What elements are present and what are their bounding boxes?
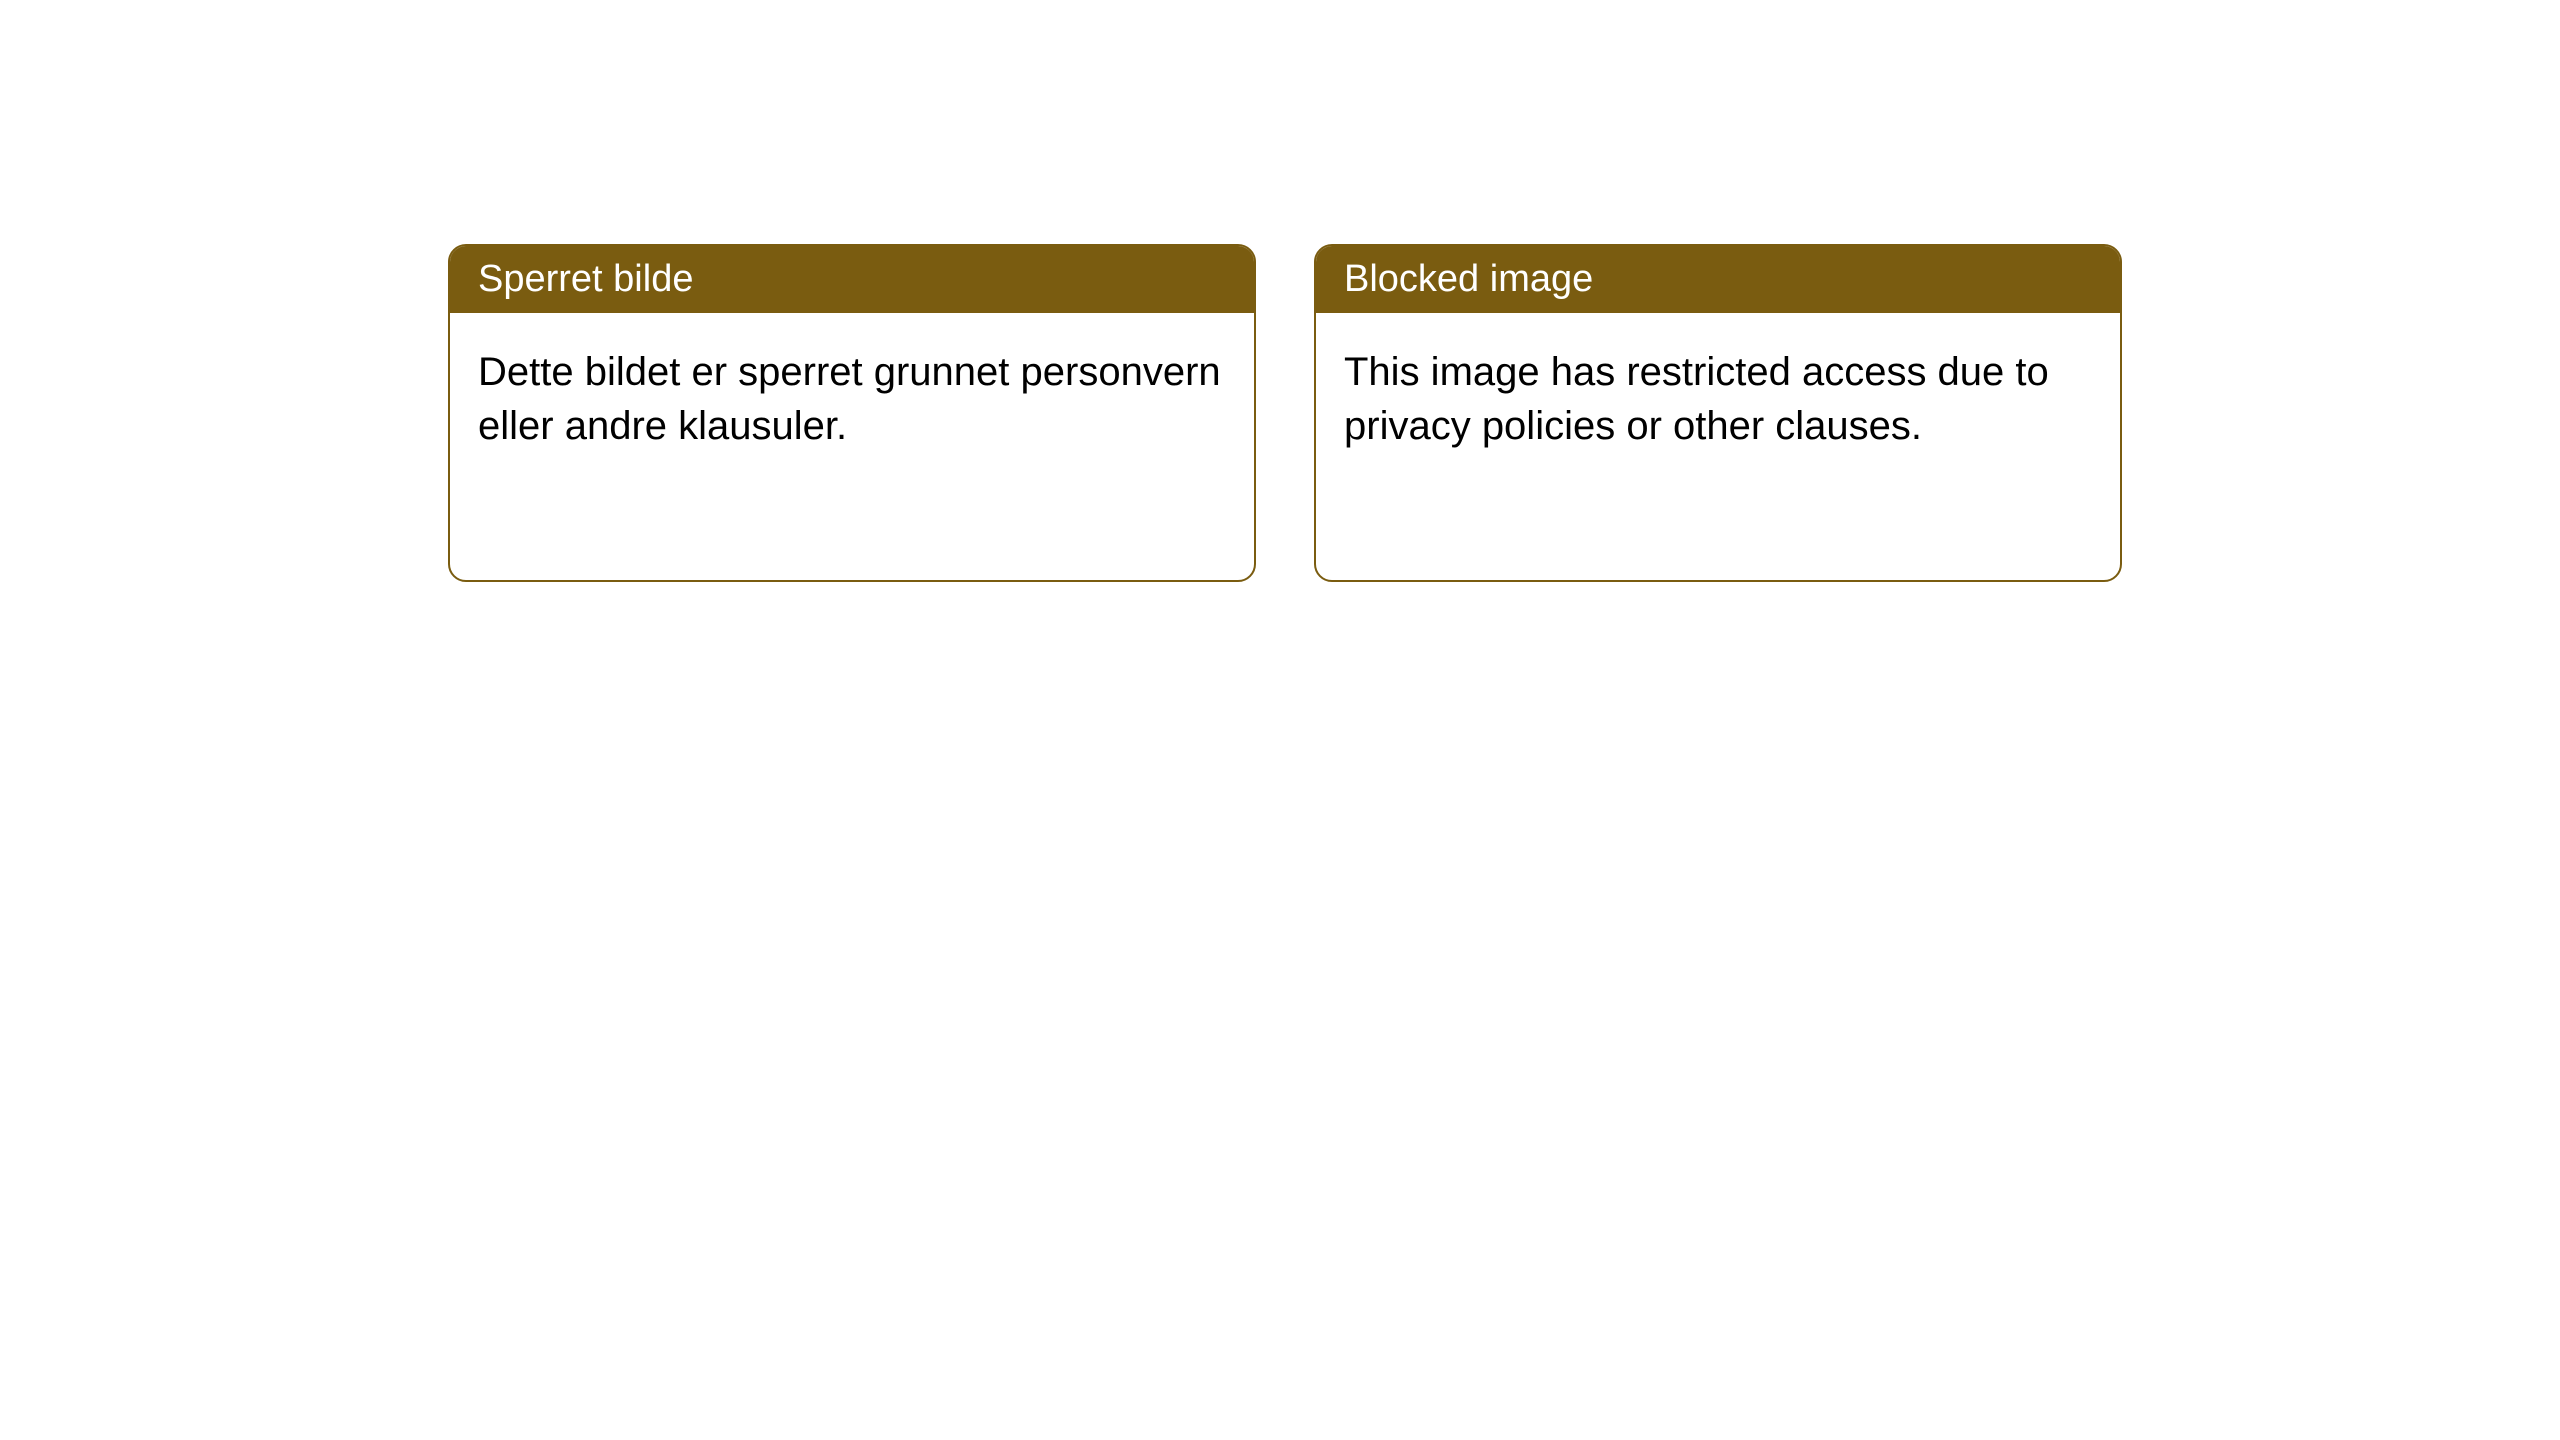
notice-title: Sperret bilde [478, 258, 693, 300]
notice-header: Sperret bilde [450, 246, 1254, 313]
notice-header: Blocked image [1316, 246, 2120, 313]
notice-card-norwegian: Sperret bilde Dette bildet er sperret gr… [448, 244, 1256, 582]
notice-body: This image has restricted access due to … [1316, 313, 2120, 485]
notice-body-text: Dette bildet er sperret grunnet personve… [478, 350, 1221, 448]
notice-container: Sperret bilde Dette bildet er sperret gr… [0, 0, 2560, 582]
notice-body-text: This image has restricted access due to … [1344, 350, 2049, 448]
notice-body: Dette bildet er sperret grunnet personve… [450, 313, 1254, 485]
notice-card-english: Blocked image This image has restricted … [1314, 244, 2122, 582]
notice-title: Blocked image [1344, 258, 1593, 300]
